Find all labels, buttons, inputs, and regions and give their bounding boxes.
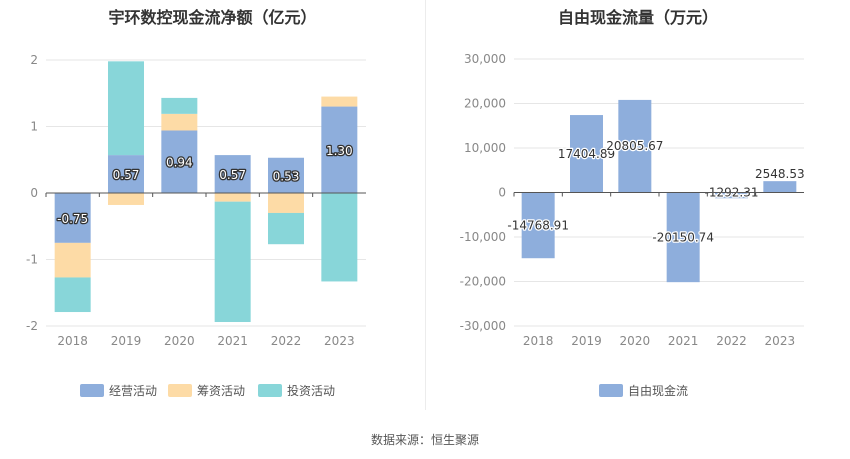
x-tick-label: 2023 [324,334,355,348]
bar [570,115,603,193]
data-label: -20150.74 [652,230,714,244]
bar-segment [54,242,91,278]
x-tick-label: 2019 [571,334,602,348]
legend-label: 筹资活动 [197,384,245,398]
x-tick-label: 2021 [217,334,248,348]
x-tick-label: 2022 [716,334,747,348]
bar-segment [161,97,198,114]
bar-segment [214,155,251,193]
data-label: 17404.89 [558,147,615,161]
bar-segment [214,193,251,202]
data-label: -0.75 [57,212,88,226]
bar-segment [54,193,91,243]
data-label: 0.57 [219,168,246,182]
legend-label: 经营活动 [109,384,157,398]
legend-swatch [258,384,282,397]
bar [763,181,797,193]
legend-swatch [599,384,623,397]
bar-segment [321,106,358,193]
bar-segment [321,193,358,282]
legend-label: 投资活动 [287,383,335,398]
left-chart-title: 宇环数控现金流净额（亿元） [108,8,317,27]
legend-label: 自由现金流 [628,383,688,398]
panel-divider [425,0,426,410]
data-label: 2548.53 [755,167,805,181]
bar [715,192,748,199]
legend-swatch [80,384,104,397]
data-label: -14768.91 [507,218,569,232]
legend-swatch [168,384,192,397]
bar [618,99,652,193]
y-tick-label: 10,000 [464,141,506,155]
bar-segment [268,193,304,213]
bar-segment [321,96,358,107]
y-tick-label: -1 [26,253,38,267]
data-label: 20805.67 [606,139,663,153]
y-tick-label: -30,000 [460,319,506,333]
cash-flow-chart: 2 1 0 -1 -2 -0.75 2018 0.57 2019 0.94 2020 0.57 2021… [26,53,366,398]
x-tick-label: 2020 [164,334,195,348]
data-label: 0.53 [273,169,300,183]
y-tick-label: -20,000 [460,275,506,289]
bar-segment [161,113,198,131]
y-tick-label: 0 [498,186,506,200]
bar-segment [108,155,144,193]
data-label: 1.30 [326,144,353,158]
bar-segment [108,61,144,156]
y-tick-label: 20,000 [464,97,506,111]
y-tick-label: -2 [26,319,38,333]
y-tick-label: 2 [30,53,38,67]
y-tick-label: 0 [30,186,38,200]
data-source: 数据来源：恒生聚源 [370,433,479,447]
x-tick-label: 2019 [111,334,142,348]
x-tick-label: 2020 [620,334,651,348]
data-label: 0.94 [166,156,193,170]
left-chart-panel: 宇环数控现金流净额（亿元） 2 1 0 -1 -2 -0.75 2018 0.57 2019 0.… [0,0,425,410]
x-tick-label: 2022 [271,334,302,348]
bar-segment [214,201,251,323]
x-tick-label: 2018 [523,334,554,348]
right-chart-title: 自由现金流量（万元） [557,8,718,27]
bar [521,192,555,259]
bar-segment [268,157,304,193]
y-tick-label: -10,000 [460,230,506,244]
bar-segment [108,193,144,205]
bar-segment [268,212,304,245]
bar [666,192,700,283]
bar-segment [54,277,91,313]
free-cash-flow-chart: 30,000 20,000 10,000 0 -10,000 -20,000 -30,000… [460,52,806,398]
x-tick-label: 2021 [668,334,699,348]
bar-segment [161,130,198,193]
x-tick-label: 2023 [765,334,796,348]
y-tick-label: 1 [30,120,38,134]
data-label: 0.57 [113,168,140,182]
right-chart-panel: 自由现金流量（万元） 30,000 20,000 10,000 0 -10,000 -20… [426,0,850,410]
y-tick-label: 30,000 [464,52,506,66]
x-tick-label: 2018 [57,334,88,348]
